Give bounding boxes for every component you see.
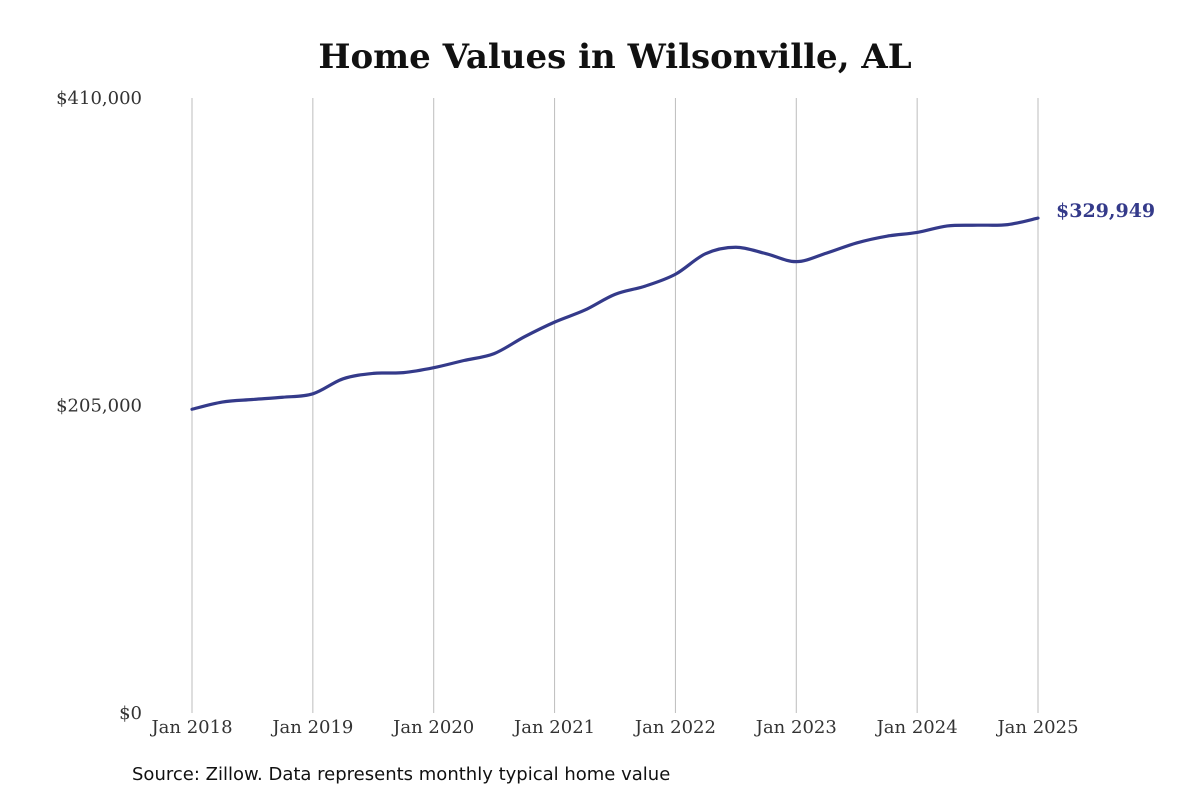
x-tick-label: Jan 2024	[875, 717, 958, 738]
x-tick-label: Jan 2022	[633, 717, 716, 738]
y-tick-label: $410,000	[56, 88, 142, 109]
y-axis: $0 $205,000 $410,000	[56, 88, 142, 724]
x-tick-label: Jan 2021	[512, 717, 595, 738]
x-tick-label: Jan 2020	[391, 717, 474, 738]
x-tick-label: Jan 2018	[149, 717, 232, 738]
chart-title: Home Values in Wilsonville, AL	[318, 37, 911, 77]
series-line-0	[190, 216, 1040, 411]
x-tick-label: Jan 2025	[995, 717, 1078, 738]
source-note: Source: Zillow. Data represents monthly …	[132, 764, 671, 785]
series-group	[190, 216, 1040, 411]
y-tick-label: $0	[119, 703, 142, 724]
x-tick-label: Jan 2023	[754, 717, 837, 738]
x-tick-label: Jan 2019	[270, 717, 353, 738]
grid-lines	[191, 98, 1039, 713]
y-tick-label: $205,000	[56, 396, 142, 417]
line-chart: Home Values in Wilsonville, AL $0 $205,00…	[56, 37, 1155, 738]
x-axis: Jan 2018 Jan 2019 Jan 2020 Jan 2021 Jan 2022…	[149, 717, 1078, 738]
end-value-label: $329,949	[1056, 200, 1155, 222]
